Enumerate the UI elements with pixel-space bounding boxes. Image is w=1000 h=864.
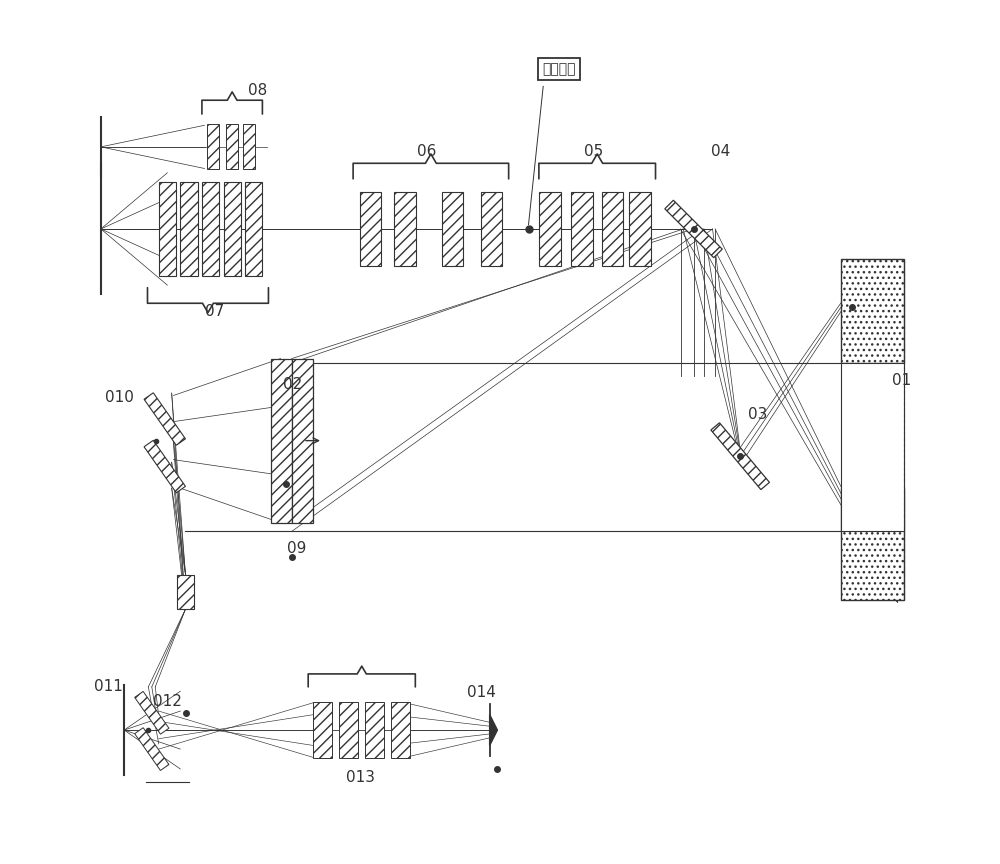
Text: 09: 09 <box>287 541 307 556</box>
Text: 011: 011 <box>94 679 123 695</box>
Bar <box>177 575 194 609</box>
Text: 010: 010 <box>105 390 134 405</box>
Bar <box>602 193 623 266</box>
Bar <box>202 182 219 276</box>
Polygon shape <box>711 422 769 490</box>
Bar <box>292 359 313 523</box>
Text: 04: 04 <box>711 143 730 159</box>
Text: 07: 07 <box>205 303 225 319</box>
Text: 01: 01 <box>892 372 911 388</box>
Bar <box>271 359 292 523</box>
Text: 03: 03 <box>748 407 767 422</box>
Bar <box>226 124 238 169</box>
Text: 08: 08 <box>248 83 268 98</box>
Bar <box>391 702 410 759</box>
Bar <box>394 193 416 266</box>
Text: 014: 014 <box>467 685 495 701</box>
Text: 012: 012 <box>153 694 182 709</box>
Text: 一次像面: 一次像面 <box>542 62 576 76</box>
Bar <box>313 702 332 759</box>
Bar <box>571 193 593 266</box>
Polygon shape <box>135 727 169 771</box>
Bar <box>339 702 358 759</box>
Bar <box>442 193 463 266</box>
Polygon shape <box>135 691 169 734</box>
Text: 013: 013 <box>346 770 375 785</box>
Bar <box>481 193 502 266</box>
Text: 06: 06 <box>417 143 436 159</box>
Bar <box>245 182 262 276</box>
Bar <box>243 124 255 169</box>
Text: 02: 02 <box>283 377 302 392</box>
Bar <box>224 182 241 276</box>
Bar <box>365 702 384 759</box>
Bar <box>207 124 219 169</box>
Bar <box>539 193 561 266</box>
Bar <box>841 363 904 531</box>
Bar <box>159 182 176 276</box>
Polygon shape <box>490 715 497 746</box>
Text: 05: 05 <box>584 143 603 159</box>
Bar <box>180 182 198 276</box>
Polygon shape <box>665 200 722 257</box>
Bar <box>629 193 651 266</box>
Bar <box>360 193 381 266</box>
Polygon shape <box>144 441 185 492</box>
Bar <box>841 259 904 363</box>
Polygon shape <box>144 393 185 445</box>
Bar <box>841 488 904 600</box>
